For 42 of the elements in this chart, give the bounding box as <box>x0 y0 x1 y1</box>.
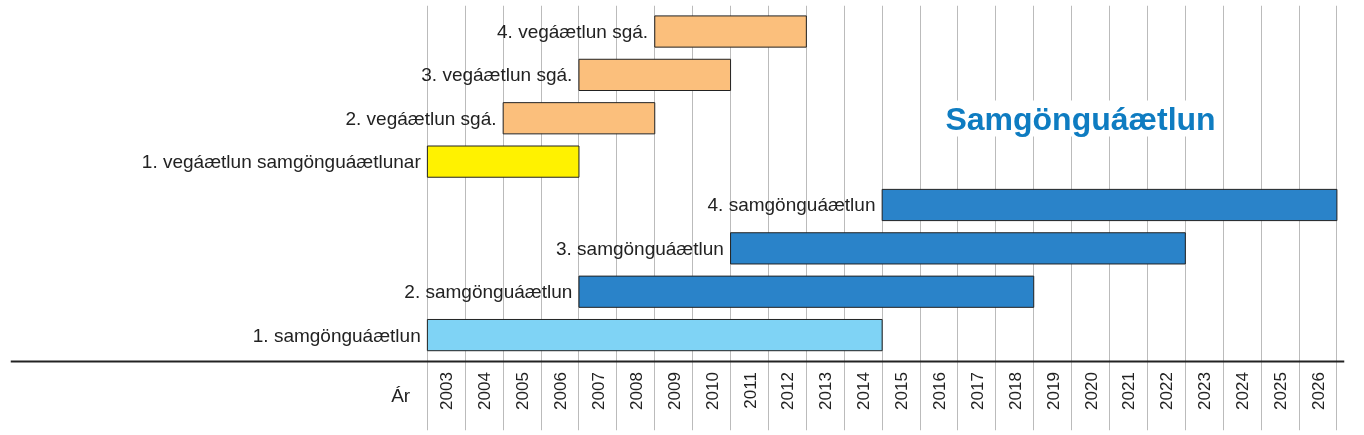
x-tick-label: 2016 <box>929 372 949 410</box>
y-tick-label: 1. samgönguáætlun <box>252 324 421 346</box>
x-axis-title: Ár <box>391 385 411 407</box>
y-tick-label: 2. samgönguáætlun <box>404 281 573 303</box>
x-tick-label: 2012 <box>778 372 798 410</box>
x-tick-label: 2023 <box>1195 372 1215 410</box>
x-tick-label: 2021 <box>1119 372 1139 410</box>
bar <box>426 145 580 178</box>
x-tick-label: 2014 <box>854 372 874 410</box>
x-tick-label: 2010 <box>702 372 722 410</box>
x-tick-label: 2013 <box>816 372 836 410</box>
x-tick-label: 2024 <box>1233 372 1253 410</box>
x-tick-label: 2006 <box>551 372 571 410</box>
x-tick-label: 2003 <box>437 372 457 410</box>
x-tick-label: 2026 <box>1308 372 1328 410</box>
x-tick-label: 2009 <box>664 372 684 410</box>
y-tick-label: 1. vegáætlun samgönguáætlunar <box>141 151 422 173</box>
x-tick-label: 2025 <box>1271 372 1291 410</box>
y-tick-label: 4. samgönguáætlun <box>707 194 876 216</box>
x-tick-label: 2005 <box>513 372 533 410</box>
bar <box>881 188 1338 222</box>
x-tick-label: 2018 <box>1005 372 1025 410</box>
y-tick-label: 3. vegáætlun sgá. <box>421 64 573 86</box>
bar <box>578 275 1035 308</box>
x-tick-label: 2022 <box>1157 372 1177 410</box>
bar <box>730 232 1186 265</box>
x-tick-label: 2007 <box>588 372 608 410</box>
bar <box>502 102 656 135</box>
y-tick-label: 4. vegáætlun sgá. <box>497 21 649 43</box>
x-tick-label: 2019 <box>1043 372 1063 410</box>
x-tick-label: 2004 <box>475 372 495 410</box>
y-tick-label: 2. vegáætlun sgá. <box>345 107 497 129</box>
y-tick-label: 3. samgönguáætlun <box>555 237 724 259</box>
bar <box>654 15 807 48</box>
x-tick-label: 2011 <box>740 372 760 409</box>
x-tick-label: 2008 <box>626 372 646 410</box>
x-tick-label: 2015 <box>892 372 912 410</box>
x-tick-label: 2020 <box>1081 372 1101 410</box>
x-tick-label: 2017 <box>967 372 987 410</box>
bar <box>578 58 732 91</box>
bar <box>426 318 883 352</box>
text: Samgönguáætlun <box>945 100 1216 137</box>
